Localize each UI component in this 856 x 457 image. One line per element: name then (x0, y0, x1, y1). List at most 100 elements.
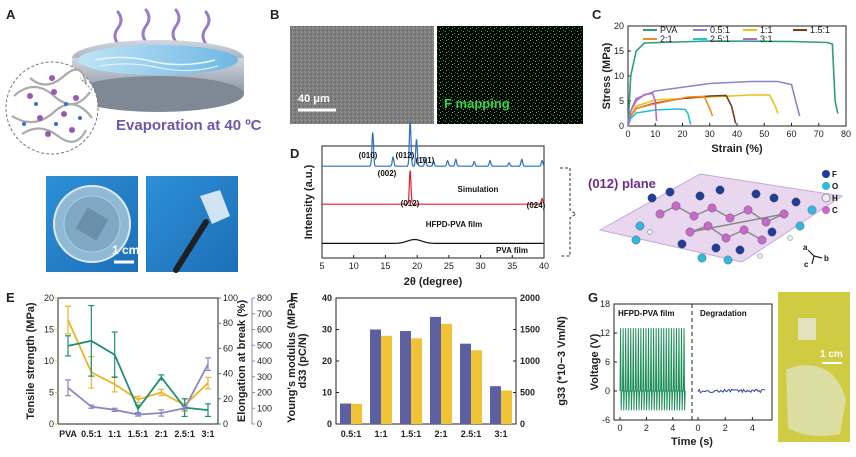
panel-label-A: A (6, 7, 16, 22)
y-tick-label: 20 (44, 293, 54, 303)
series-line-PVA film (322, 240, 544, 244)
atom-O (808, 206, 816, 214)
atom-F (678, 240, 686, 248)
y-tick-label: 60 (223, 343, 233, 353)
atom-C (744, 206, 752, 214)
panel-label-E: E (6, 290, 15, 305)
bar-g33 (351, 404, 362, 424)
y-tick-label: 0 (49, 419, 54, 429)
atom-C (690, 212, 698, 220)
legend-label: 2.5:1 (710, 34, 730, 44)
y-axis-label-right: g33 (*10−3 Vm/N) (556, 316, 568, 406)
x-tick-label: 80 (841, 129, 851, 139)
y-tick-label: 5 (49, 388, 54, 398)
legend-label: HFPD-PVA film (618, 309, 674, 318)
x-tick-label: 15 (380, 261, 390, 271)
atom-O (698, 254, 706, 262)
scale-bar-label-b: 40 μm (298, 93, 330, 105)
y-tick-label: 2000 (520, 293, 540, 303)
legend-o: O (832, 182, 838, 191)
series-line-1.5:1 (628, 96, 736, 127)
y-tick-label: 5 (619, 96, 624, 106)
y-tick-label: 700 (257, 309, 272, 319)
peak-annotation: (012) (401, 199, 420, 208)
x-tick-label: 2:1 (434, 429, 447, 439)
panel-label-C: C (592, 7, 602, 22)
x-axis-label: Strain (%) (711, 143, 763, 155)
y-axis-label: Elongation at break (%) (236, 300, 248, 423)
bar-d33 (400, 331, 411, 424)
peak-annotation: (010) (359, 151, 378, 160)
x-tick-label: 30 (476, 261, 486, 271)
chart-piezo: 0.5:1 1:1 1.5:1 2:1 2.5:1 3:1 0 10 20 30 40 0 500 100… (297, 293, 568, 439)
y-tick-label: 10 (44, 356, 54, 366)
atom-F (696, 192, 704, 200)
atom-C (672, 202, 680, 210)
x-tick-label: 3:1 (201, 429, 214, 439)
legend-h: H (832, 194, 838, 203)
peak-annotation: (012) (396, 151, 415, 160)
y-tick-label: 500 (257, 340, 272, 350)
bar-g33 (441, 324, 452, 424)
x-tick-label: 30 (705, 129, 715, 139)
x-tick-label: 1:1 (374, 429, 387, 439)
atom-C (740, 226, 748, 234)
series-line-HFPD-PVA film (322, 171, 544, 205)
x-tick-label: 20 (412, 261, 422, 271)
x-tick-label: 3:1 (494, 429, 507, 439)
axis-b-label: b (824, 254, 829, 263)
rolled-film-photo (146, 176, 238, 272)
y-tick-label: 80 (223, 318, 233, 328)
atom-C (762, 218, 770, 226)
y-tick-label: 15 (614, 46, 624, 56)
x-tick-label: 40 (732, 129, 742, 139)
y-tick-label: 0 (520, 419, 525, 429)
y-tick-label: 18 (600, 299, 610, 309)
legend-label: 1.5:1 (810, 25, 830, 35)
y-tick-label: 800 (257, 293, 272, 303)
x-tick-label: 1.5:1 (128, 429, 149, 439)
x-tick-label: 2.5:1 (461, 429, 482, 439)
steam-icon (115, 10, 209, 44)
y-tick-label: 40 (223, 369, 233, 379)
panel-label-B: B (270, 7, 279, 22)
atom-F (752, 190, 760, 198)
y-tick-label: 0 (605, 386, 610, 396)
x-tick-label: 2:1 (155, 429, 168, 439)
x-tick-label: 50 (759, 129, 769, 139)
y-axis-label: Voltage (V) (589, 333, 601, 390)
bar-d33 (490, 386, 501, 424)
plane-label: (012) plane (588, 176, 656, 191)
signal-hfpd-pva (620, 328, 685, 410)
f-mapping-label: F mapping (444, 96, 510, 111)
x-tick-label: 0 (617, 423, 622, 433)
legend-label: 2:1 (660, 34, 673, 44)
axis-a-label: a (803, 243, 808, 252)
axis-c-label: c (804, 260, 809, 269)
bar-g33 (411, 338, 422, 424)
y-tick-label: 30 (322, 325, 332, 335)
atom-F (648, 194, 656, 202)
signal-degradation (698, 389, 765, 392)
x-tick-label: 2.5:1 (174, 429, 195, 439)
x-tick-label: 0 (695, 423, 700, 433)
legend-f: F (832, 170, 837, 179)
bar-d33 (430, 317, 441, 424)
atom-legend: F O H C (822, 170, 838, 215)
atom-F (768, 228, 776, 236)
y-tick-label: 0 (619, 121, 624, 131)
legend-c: C (832, 206, 838, 215)
series-line-2.5:1 (628, 109, 691, 126)
x-tick-label: 0.5:1 (81, 429, 102, 439)
atom-C (656, 210, 664, 218)
y-tick-label: 600 (257, 325, 272, 335)
y-tick-label: 12 (600, 328, 610, 338)
bar-d33 (460, 344, 471, 424)
y-tick-label: 0 (223, 419, 228, 429)
plot-frame (336, 298, 516, 424)
atom-F (792, 198, 800, 206)
atom-H (788, 236, 793, 241)
series-label: Simulation (458, 185, 499, 194)
atom-C (780, 210, 788, 218)
x-tick-label: 4 (670, 423, 675, 433)
